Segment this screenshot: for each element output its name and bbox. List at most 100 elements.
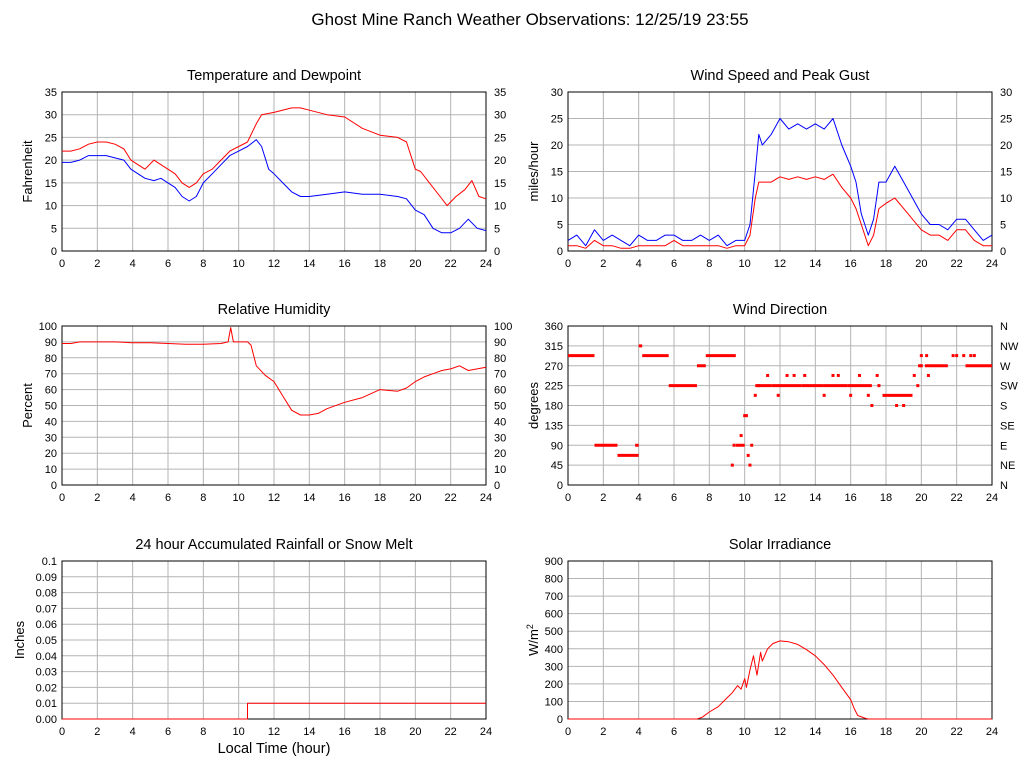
x-tick-label: 10 bbox=[739, 492, 751, 504]
panel-title: Wind Direction bbox=[733, 302, 827, 318]
series-line-0 bbox=[62, 107, 487, 207]
x-tick-label: 2 bbox=[94, 258, 100, 270]
x-tick-label: 18 bbox=[880, 726, 892, 738]
y-tick-label-right: 10 bbox=[1000, 193, 1012, 205]
plot-frame bbox=[61, 325, 487, 486]
gridlines bbox=[568, 92, 992, 251]
y-tick-label: 800 bbox=[545, 574, 563, 586]
y-tick-label: 10 bbox=[45, 201, 57, 213]
y-tick-label: 0.04 bbox=[36, 651, 57, 663]
direction-point bbox=[919, 364, 923, 368]
x-tick-label: 18 bbox=[880, 258, 892, 270]
x-tick-label: 0 bbox=[59, 492, 65, 504]
y-axis-label: W/m2 bbox=[525, 624, 541, 656]
x-tick-label: 20 bbox=[409, 492, 421, 504]
x-tick-label: 18 bbox=[880, 492, 892, 504]
x-tick-label: 22 bbox=[445, 258, 457, 270]
x-tick-label: 14 bbox=[809, 492, 821, 504]
y-tick-label-right: N bbox=[1000, 480, 1008, 492]
x-tick-label: 20 bbox=[915, 492, 927, 504]
y-tick-label: 0.01 bbox=[36, 698, 57, 710]
y-tick-label-right: 20 bbox=[494, 155, 506, 167]
y-tick-label: 0 bbox=[51, 480, 57, 492]
direction-point bbox=[925, 354, 929, 358]
y-tick-label: 40 bbox=[45, 416, 57, 428]
y-tick-label-right: 5 bbox=[1000, 220, 1006, 232]
direction-point bbox=[730, 463, 734, 467]
panel-title: Relative Humidity bbox=[218, 302, 332, 318]
plot-frame bbox=[567, 325, 993, 486]
x-tick-label: 10 bbox=[739, 258, 751, 270]
y-tick-label-right: 70 bbox=[494, 369, 506, 381]
direction-point bbox=[746, 453, 750, 457]
x-tick-label: 16 bbox=[339, 258, 351, 270]
x-tick-label: 12 bbox=[774, 258, 786, 270]
y-tick-label-right: 50 bbox=[494, 401, 506, 413]
x-tick-label: 22 bbox=[951, 258, 963, 270]
y-tick-label-right: 30 bbox=[1000, 87, 1012, 99]
y-tick-label: 0 bbox=[557, 246, 563, 258]
x-tick-label: 6 bbox=[671, 258, 677, 270]
x-tick-label: 16 bbox=[845, 726, 857, 738]
direction-point bbox=[757, 384, 761, 388]
series-line-1 bbox=[568, 173, 992, 249]
x-tick-label: 20 bbox=[915, 258, 927, 270]
x-tick-label: 16 bbox=[845, 492, 857, 504]
direction-point bbox=[972, 354, 976, 358]
x-tick-label: 20 bbox=[409, 726, 421, 738]
y-tick-label: 30 bbox=[45, 432, 57, 444]
rainfall-panel: 24 hour Accumulated Rainfall or Snow Mel… bbox=[12, 537, 492, 757]
y-tick-label: 20 bbox=[45, 448, 57, 460]
plot-frame bbox=[61, 560, 487, 720]
y-tick-label: 700 bbox=[545, 591, 563, 603]
y-tick-label: 0.1 bbox=[42, 556, 57, 568]
y-tick-label: 400 bbox=[545, 644, 563, 656]
y-tick-label: 25 bbox=[551, 114, 563, 126]
x-tick-label: 24 bbox=[480, 258, 492, 270]
direction-point bbox=[766, 373, 770, 377]
x-tick-label: 12 bbox=[268, 726, 280, 738]
y-tick-label: 0.07 bbox=[36, 603, 57, 615]
series-line-0 bbox=[62, 327, 487, 416]
x-tick-label: 16 bbox=[845, 258, 857, 270]
y-tick-label-right: 20 bbox=[1000, 140, 1012, 152]
y-tick-label-right: 0 bbox=[494, 480, 500, 492]
y-tick-label: 500 bbox=[545, 626, 563, 638]
y-tick-label-right: 40 bbox=[494, 416, 506, 428]
direction-point bbox=[785, 373, 789, 377]
y-axis-label: degrees bbox=[526, 382, 541, 429]
direction-point bbox=[919, 354, 923, 358]
y-tick-label-right: W bbox=[1000, 361, 1011, 373]
x-tick-label: 20 bbox=[409, 258, 421, 270]
x-tick-label: 14 bbox=[303, 492, 315, 504]
y-tick-label-right: N bbox=[1000, 321, 1008, 333]
y-tick-label-right: 100 bbox=[494, 321, 512, 333]
series-line-0 bbox=[62, 702, 486, 720]
gridlines bbox=[568, 561, 992, 719]
x-tick-label: 10 bbox=[739, 726, 751, 738]
y-tick-label: 20 bbox=[551, 140, 563, 152]
x-tick-label: 22 bbox=[445, 492, 457, 504]
x-tick-label: 12 bbox=[774, 726, 786, 738]
y-tick-label: 100 bbox=[545, 696, 563, 708]
y-tick-label-right: 25 bbox=[1000, 114, 1012, 126]
y-tick-label-right: NE bbox=[1000, 460, 1015, 472]
y-tick-label: 35 bbox=[45, 87, 57, 99]
gridlines bbox=[568, 326, 992, 485]
x-tick-label: 2 bbox=[600, 726, 606, 738]
y-tick-label: 900 bbox=[545, 556, 563, 568]
y-tick-label: 30 bbox=[45, 110, 57, 122]
x-tick-label: 22 bbox=[951, 492, 963, 504]
y-tick-label: 0.08 bbox=[36, 588, 57, 600]
x-tick-label: 2 bbox=[600, 492, 606, 504]
y-tick-label: 100 bbox=[39, 321, 57, 333]
y-tick-label: 0 bbox=[557, 714, 563, 726]
y-tick-label: 0.03 bbox=[36, 667, 57, 679]
direction-point bbox=[803, 373, 807, 377]
direction-point bbox=[955, 354, 959, 358]
direction-point bbox=[969, 354, 973, 358]
y-tick-label: 600 bbox=[545, 609, 563, 621]
plot-frame bbox=[567, 560, 993, 720]
